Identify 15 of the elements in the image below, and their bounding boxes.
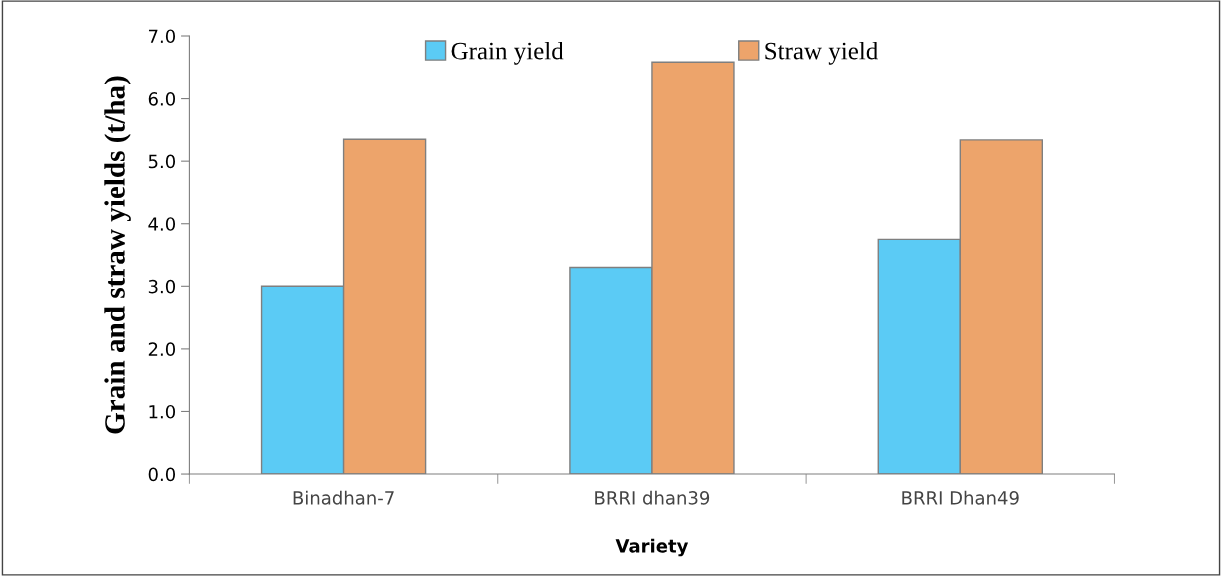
y-tick-label: 0.0: [148, 467, 176, 482]
y-tick-label: 7.0: [148, 29, 176, 44]
legend-label: Grain yield: [451, 41, 564, 65]
y-tick-label: 1.0: [149, 404, 176, 419]
x-tick-label: BRRI dhan39: [595, 490, 710, 505]
legend-label: Straw yield: [765, 41, 878, 65]
x-tick-label: BRRI Dhan49: [902, 490, 1019, 505]
y-axis-title: Grain and straw yields (t/ha): [104, 76, 131, 434]
x-axis-title: Variety: [615, 538, 689, 557]
y-tick-label: 6.0: [148, 92, 176, 106]
x-tick-label: Binadhan-7: [293, 490, 394, 505]
y-tick-label: 5.0: [148, 154, 176, 169]
y-tick-label: 3.0: [148, 279, 176, 294]
y-tick-label: 2.0: [148, 342, 176, 357]
y-tick-label: 4.0: [148, 217, 176, 231]
